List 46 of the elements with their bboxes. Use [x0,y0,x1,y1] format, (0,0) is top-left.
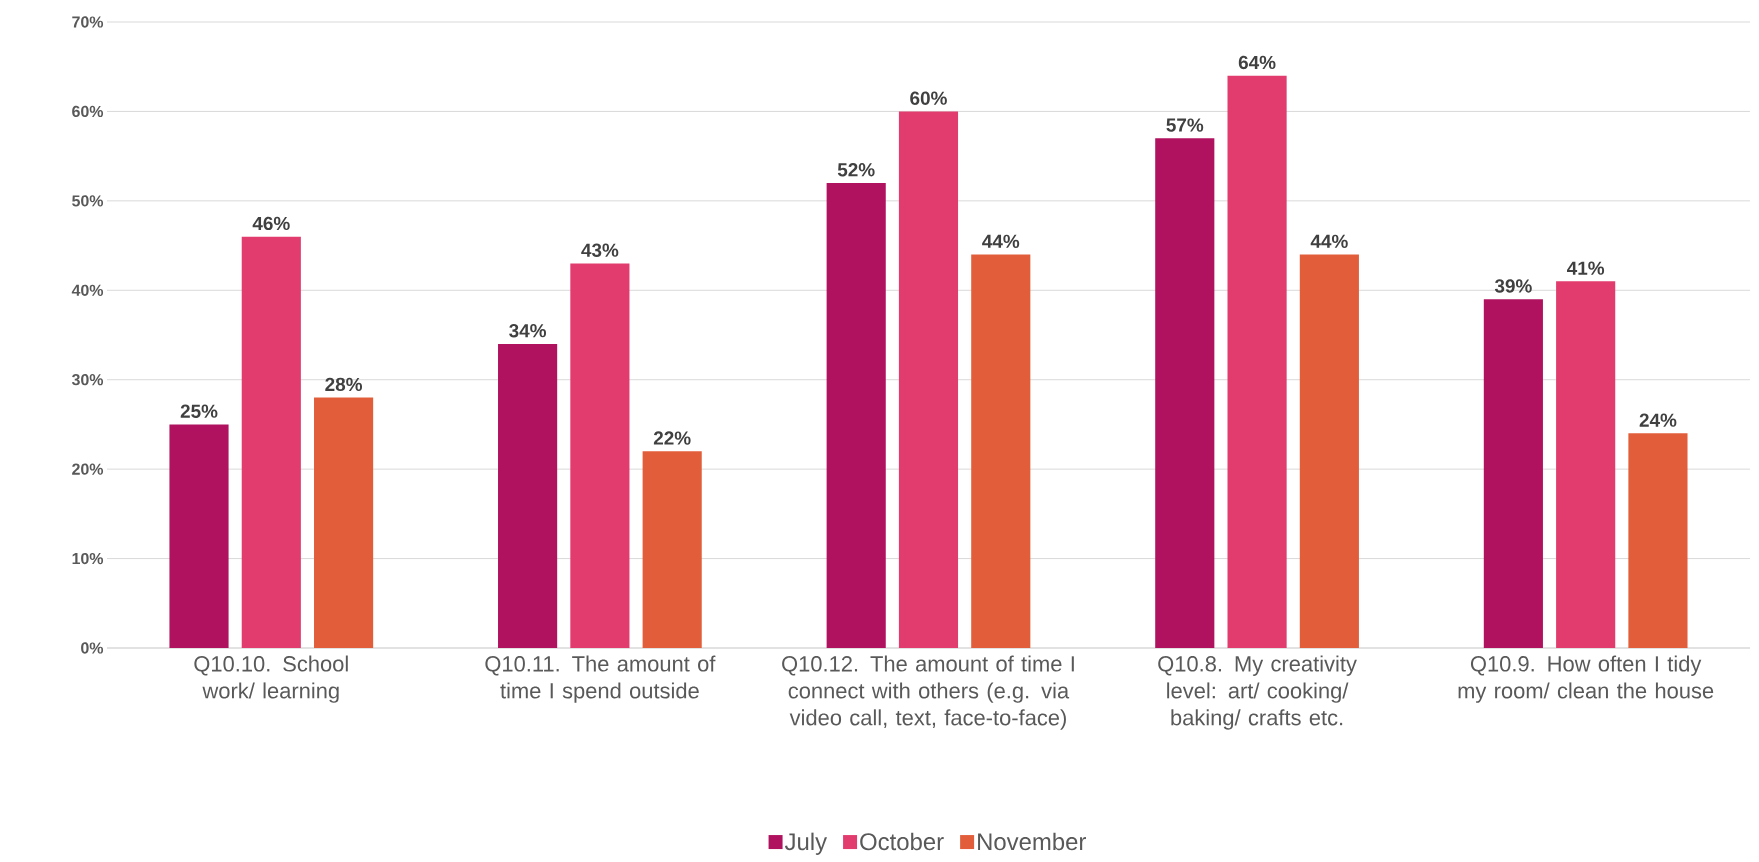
legend-label: November [978,832,1086,851]
bar [971,254,1031,648]
bar [898,111,959,648]
data-label: 24% [1639,413,1677,427]
data-label: 34% [509,323,547,338]
bar [1227,75,1287,648]
data-label: 44% [1310,234,1348,248]
bar [241,236,301,648]
x-tick-label: Q10.8. My creativity level: art/ cooking/ baking/ crafts etc. [1158,655,1357,730]
data-label: 64% [1238,55,1276,70]
data-label: 25% [180,404,218,418]
y-tick-label: 20% [72,463,104,475]
data-label: 41% [1567,261,1605,275]
bar [498,343,558,648]
data-label: 28% [325,377,363,392]
x-tick-label: Q10.9. How often I tidy my room/ clean the house [1458,655,1714,703]
data-label: 57% [1166,118,1204,132]
bar [1556,281,1616,648]
x-tick-label: Q10.10. School work/ learning [194,655,348,703]
data-label: 22% [653,431,691,445]
y-tick-label: 0% [81,642,104,654]
data-label: 52% [837,163,875,177]
x-tick-label: Q10.12. The amount of time I connect with others (e.g. via video call, text, face-to-face) [782,655,1074,730]
bar [314,397,374,648]
y-tick-label: 30% [71,374,104,386]
y-tick-label: 70% [72,16,104,28]
data-label: 44% [982,234,1020,248]
bar [1483,299,1543,648]
bar [1155,138,1215,648]
data-label: 60% [910,91,947,105]
bar [826,182,886,648]
y-tick-label: 50% [72,195,104,207]
data-label: 46% [252,216,290,231]
bar [642,451,702,648]
data-label: 39% [1494,279,1532,293]
legend-label: October [860,832,944,851]
bar [570,263,630,648]
y-tick-label: 60% [72,105,104,118]
data-label: 43% [581,243,619,257]
x-tick-label: Q10.11. The amount of time I spend outside [485,655,716,703]
bar [1628,433,1688,648]
legend-label: July [784,832,828,855]
bar [1299,254,1359,648]
y-tick-label: 40% [71,284,104,296]
y-tick-label: 10% [72,552,104,565]
bar [169,424,229,648]
